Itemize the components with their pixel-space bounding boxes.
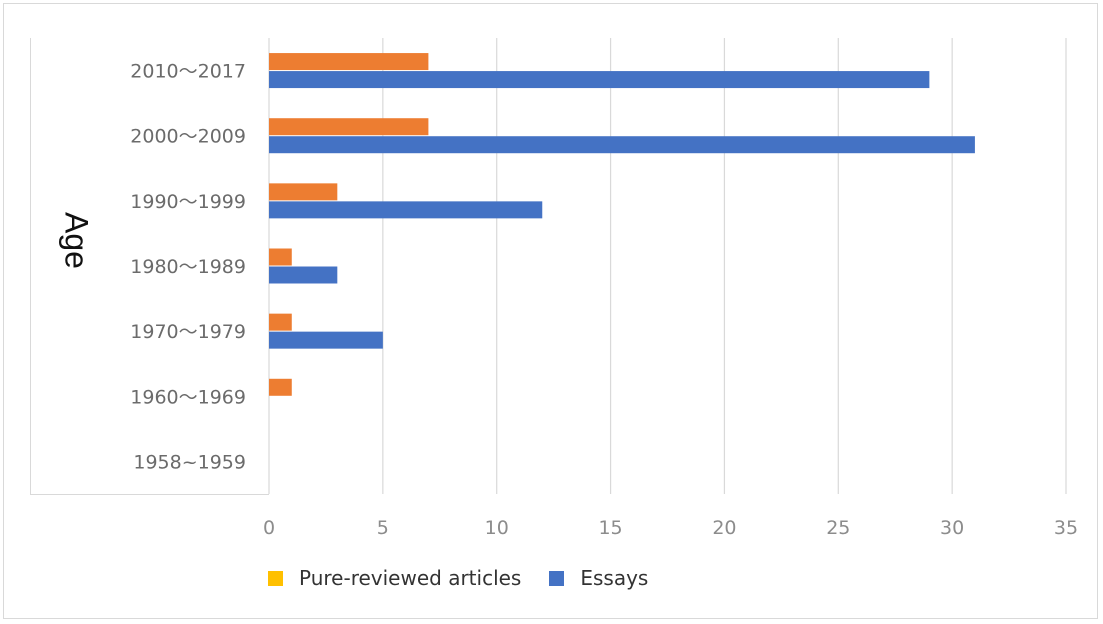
x-tick-label: 5 [377, 517, 389, 539]
y-tick-label: 1960～1969 [130, 386, 246, 408]
legend-label-essays: Essays [580, 566, 649, 590]
y-tick-label: 1958~1959 [133, 451, 246, 473]
x-tick-label: 20 [712, 517, 736, 539]
y-tick-label: 1980～1989 [130, 256, 246, 278]
y-tick-label: 1990～1999 [130, 191, 246, 213]
bar-essays [269, 266, 338, 284]
x-tick-label: 35 [1054, 517, 1078, 539]
legend: Pure-reviewed articles Essays [268, 566, 676, 590]
x-tick-label: 15 [598, 517, 622, 539]
x-tick-label: 0 [263, 517, 275, 539]
y-tick-label: 2010～2017 [130, 61, 246, 83]
bar-essays [269, 331, 383, 349]
y-axis-title: Age [58, 212, 95, 269]
legend-swatch-essays [549, 570, 565, 586]
legend-item-essays: Essays [549, 566, 648, 590]
bar-articles [269, 183, 338, 201]
chart-frame [3, 3, 1098, 619]
legend-item-articles: Pure-reviewed articles [268, 566, 521, 590]
bar-essays [269, 136, 975, 154]
x-tick-label: 25 [826, 517, 850, 539]
bar-articles [269, 378, 292, 396]
x-tick-label: 30 [940, 517, 964, 539]
bar-essays [269, 201, 543, 219]
bar-articles [269, 248, 292, 266]
legend-label-articles: Pure-reviewed articles [299, 566, 522, 590]
bar-articles [269, 53, 429, 71]
bar-articles [269, 313, 292, 331]
y-tick-label: 1970～1979 [130, 321, 246, 343]
x-tick-label: 10 [485, 517, 509, 539]
category-label-panel [30, 38, 269, 495]
y-tick-label: 2000～2009 [130, 126, 246, 148]
bar-essays [269, 71, 930, 89]
legend-swatch-articles [268, 570, 283, 586]
bar-articles [269, 118, 429, 136]
